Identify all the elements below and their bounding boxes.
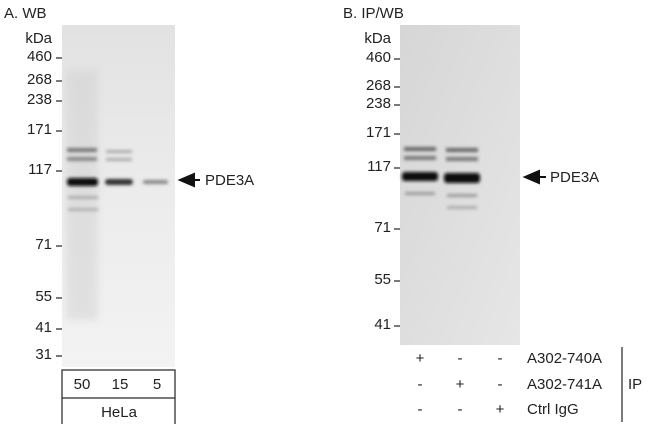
- arrow: [522, 169, 546, 185]
- arrow: [177, 172, 200, 188]
- marker-label: 117: [28, 161, 52, 178]
- panel-title: A. WB: [4, 5, 47, 22]
- lane-box: [61, 369, 176, 399]
- lane-sign: -: [418, 376, 423, 393]
- marker-label: 268: [27, 71, 52, 88]
- marker-label: 117: [367, 158, 391, 175]
- marker-label: 268: [366, 77, 391, 94]
- lane-sign: +: [456, 376, 465, 393]
- lane-sign: +: [496, 401, 505, 418]
- band-label: PDE3A: [550, 169, 599, 186]
- lane-label: 5: [153, 376, 161, 393]
- ip-label: IP: [628, 376, 642, 393]
- marker-label: 460: [366, 49, 391, 66]
- marker-label: 55: [374, 271, 391, 288]
- lane-label: 50: [74, 376, 91, 393]
- bands: [66, 70, 168, 320]
- band-label: PDE3A: [205, 172, 254, 189]
- bands: [402, 147, 480, 209]
- lane-sign: -: [418, 401, 423, 418]
- marker-label: 71: [374, 219, 391, 236]
- marker-label: 31: [35, 346, 52, 363]
- antibody-label: Ctrl IgG: [527, 401, 579, 418]
- marker-label: 460: [27, 48, 52, 65]
- marker-label: 71: [35, 236, 52, 253]
- marker-label: 171: [366, 124, 391, 141]
- marker-label: 238: [27, 91, 52, 108]
- lane-label: 15: [112, 376, 129, 393]
- marker-unit: kDa: [25, 30, 52, 47]
- marker-label: 41: [374, 316, 391, 333]
- lane-sign: -: [458, 350, 463, 367]
- marker-unit: kDa: [364, 30, 391, 47]
- blot: [400, 25, 520, 345]
- lane-sign: +: [416, 350, 425, 367]
- antibody-label: A302-740A: [527, 350, 602, 367]
- lane-sign: -: [458, 401, 463, 418]
- lane-sign: -: [498, 376, 503, 393]
- sample-label: HeLa: [101, 404, 138, 421]
- antibody-label: A302-741A: [527, 376, 602, 393]
- marker-label: 171: [27, 121, 52, 138]
- marker-label: 55: [35, 288, 52, 305]
- marker-label: 238: [366, 95, 391, 112]
- panel-title: B. IP/WB: [343, 5, 404, 22]
- marker-label: 41: [35, 319, 52, 336]
- lane-sign: -: [498, 350, 503, 367]
